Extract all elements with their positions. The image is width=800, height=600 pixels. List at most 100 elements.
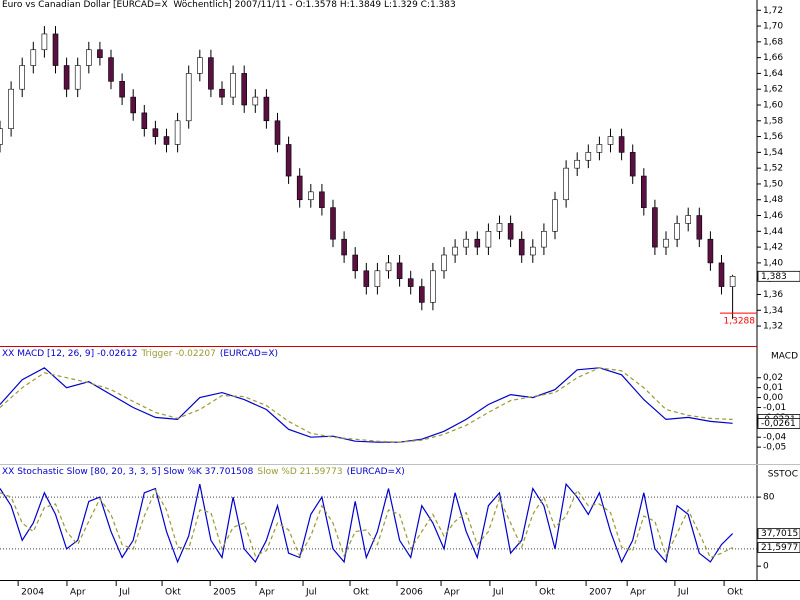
x-tick-label: Jul (118, 588, 130, 598)
candle-body (729, 276, 736, 287)
value-tag-label: 1,3288 (724, 317, 756, 327)
y-tick-label: 1,44 (763, 227, 783, 237)
candle-body (241, 73, 248, 106)
value-tag-label: 21,5977 (761, 543, 798, 553)
x-tick-label: Okt (165, 588, 181, 598)
candle-body (374, 270, 381, 287)
y-tick-label: 1,66 (763, 53, 783, 63)
legend-entry: XX Stochastic Slow [80, 20, 3, 3, 5] Slo… (2, 467, 254, 477)
indicator-line (0, 482, 734, 564)
candle-body (385, 262, 392, 272)
y-tick-label: 0 (763, 562, 769, 572)
y-tick-label: 1,40 (763, 258, 783, 268)
y-tick-label: 1,32 (763, 322, 783, 332)
candle-body (352, 254, 359, 272)
y-tick-label: 1,56 (763, 132, 783, 142)
candle-body (696, 215, 703, 240)
y-tick-label: 1,42 (763, 243, 783, 253)
candle-body (296, 175, 303, 201)
y-tick-label: 1,46 (763, 211, 783, 221)
x-tick-label: Apr (70, 588, 86, 598)
candle-body (518, 238, 525, 256)
y-tick-label: 1,68 (763, 37, 783, 47)
indicator-line (0, 367, 733, 443)
candle-body (463, 238, 470, 248)
y-tick-label: 80 (763, 493, 775, 503)
y-tick-label: 0,00 (763, 393, 783, 403)
value-tag-label: 37,7015 (761, 529, 798, 539)
y-tick-label: 1,72 (763, 6, 783, 16)
y-tick-label: 1,58 (763, 116, 783, 126)
y-tick-label: 1,36 (763, 290, 783, 300)
source: (EURCAD=X) (219, 349, 279, 359)
candle-body (285, 144, 292, 177)
indicator-line (0, 488, 733, 559)
value-tag (757, 528, 800, 540)
candle-body (618, 136, 625, 153)
legend-entry: Slow %D 21.59773 (257, 467, 343, 477)
candle-body (197, 57, 203, 74)
x-tick-label: Okt (727, 588, 743, 598)
candle-body (163, 136, 170, 145)
y-tick-label: 1,48 (763, 195, 783, 205)
y-tick-label: 1,52 (763, 164, 783, 174)
candle-body (119, 81, 125, 98)
candle-body (441, 254, 447, 272)
candle-body (552, 199, 558, 232)
x-tick-label: Jul (305, 588, 317, 598)
candle-body (319, 191, 325, 208)
stoch-header: XX Stochastic Slow [80, 20, 3, 3, 5] Slo… (2, 467, 409, 478)
legend-entry: XX MACD [12, 26, 9] -0.02612 (2, 349, 138, 359)
x-tick-label: 2006 (400, 588, 423, 598)
x-tick-label: Apr (444, 588, 460, 598)
x-tick-label: Okt (539, 588, 555, 598)
candle-body (496, 223, 503, 232)
candle-body (574, 159, 581, 169)
y-tick-label: 1,54 (763, 148, 783, 158)
candle-body (19, 65, 26, 90)
candle-body (507, 223, 514, 240)
y-tick-label: 1,70 (763, 22, 783, 32)
candle-body (718, 262, 725, 287)
y-tick-label: 1,50 (763, 179, 783, 189)
axis-label: SSTOC (768, 470, 798, 480)
y-tick-label: 1,62 (763, 85, 783, 95)
candle-body (174, 120, 181, 145)
legend-entry: Trigger -0.02207 (141, 349, 216, 359)
candle-body (607, 136, 614, 145)
y-tick-label: 1,34 (763, 306, 783, 316)
y-tick-label: -0,01 (763, 403, 786, 413)
candle-body (74, 65, 81, 90)
candle-body (341, 238, 347, 256)
candle-body (430, 270, 436, 303)
value-tag (757, 270, 800, 282)
value-tag (757, 542, 800, 553)
candle-body (8, 88, 14, 129)
candle-body (208, 57, 214, 90)
candle-body (152, 128, 159, 137)
candle-body (530, 246, 536, 256)
candle-body (641, 175, 647, 208)
indicator-line (0, 367, 733, 443)
candle-body (407, 278, 414, 287)
x-tick-label: Jul (492, 588, 504, 598)
candle-body (130, 96, 137, 114)
candle-body (230, 73, 236, 98)
value-tag-label: 1,383 (761, 272, 787, 282)
y-tick-label: 0,02 (763, 373, 783, 383)
candle-body (219, 88, 225, 98)
value-tag-label: -0,0261 (761, 419, 796, 429)
axis-label: MACD (771, 352, 798, 362)
y-tick-label: -0,05 (763, 443, 786, 453)
chart-title: Euro vs Canadian Dollar [EURCAD=X Wöchen… (2, 0, 456, 10)
x-tick-label: Jul (677, 588, 689, 598)
candle-body (97, 49, 103, 58)
candle-body (452, 246, 458, 256)
x-tick-label: Apr (259, 588, 275, 598)
candle-body (652, 207, 658, 248)
candle-body (30, 49, 37, 66)
candle-body (629, 152, 636, 177)
x-tick-label: 2004 (21, 588, 44, 598)
source: (EURCAD=X) (346, 467, 405, 477)
